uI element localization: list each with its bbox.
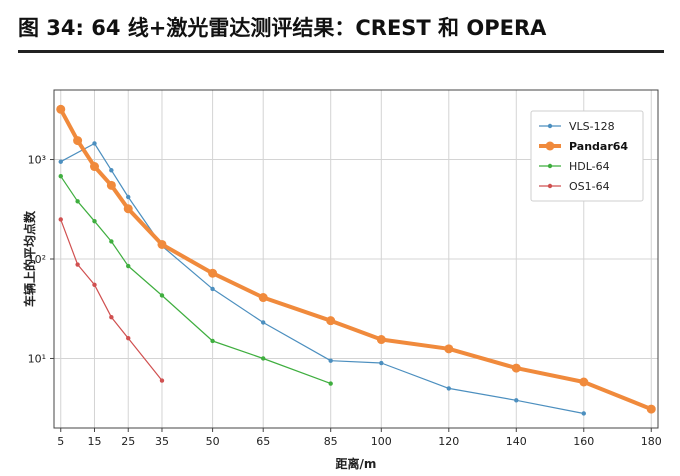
legend-swatch-marker bbox=[545, 141, 555, 151]
data-point bbox=[58, 217, 63, 222]
data-point bbox=[159, 378, 165, 383]
series-group bbox=[56, 104, 656, 416]
legend-label: Pandar64 bbox=[569, 140, 628, 153]
data-point bbox=[159, 293, 165, 298]
data-point bbox=[579, 377, 589, 387]
data-point bbox=[328, 381, 333, 386]
legend-swatch-marker bbox=[547, 163, 553, 169]
x-tick-label: 65 bbox=[256, 435, 270, 448]
x-tick-label: 100 bbox=[371, 435, 392, 448]
data-point bbox=[73, 136, 83, 146]
x-tick-label: 5 bbox=[57, 435, 64, 448]
x-tick-label: 50 bbox=[206, 435, 220, 448]
data-point bbox=[58, 159, 63, 164]
data-point bbox=[89, 162, 99, 172]
data-point bbox=[92, 141, 97, 146]
data-point bbox=[92, 282, 97, 288]
x-tick-label: 85 bbox=[324, 435, 338, 448]
data-point bbox=[75, 262, 80, 267]
data-point bbox=[109, 239, 114, 244]
x-tick-label: 160 bbox=[573, 435, 594, 448]
data-point bbox=[328, 358, 333, 363]
legend-swatch-marker bbox=[547, 123, 553, 129]
data-point bbox=[581, 411, 586, 416]
data-point bbox=[514, 398, 519, 403]
x-tick-label: 25 bbox=[121, 435, 135, 448]
legend-entry: HDL-64 bbox=[539, 160, 610, 173]
data-point bbox=[208, 268, 218, 278]
x-axis-label: 距离/m bbox=[336, 456, 377, 471]
data-point bbox=[56, 104, 66, 114]
series-line bbox=[60, 175, 331, 385]
data-point bbox=[157, 239, 167, 249]
x-tick-label: 140 bbox=[506, 435, 527, 448]
data-point bbox=[376, 335, 386, 345]
x-tick-label: 35 bbox=[155, 435, 169, 448]
data-point bbox=[258, 293, 268, 303]
title-divider bbox=[18, 50, 664, 53]
x-axis-ticks: 5 15 25 35 50 65 85 100 120 140 160 180 bbox=[57, 428, 662, 448]
data-point bbox=[123, 204, 133, 214]
legend-label: OS1-64 bbox=[569, 180, 610, 193]
x-tick-label: 15 bbox=[87, 435, 101, 448]
data-point bbox=[126, 194, 131, 200]
data-point bbox=[261, 356, 266, 361]
legend-label: HDL-64 bbox=[569, 160, 610, 173]
y-tick-label: 10² bbox=[28, 253, 46, 266]
data-point bbox=[210, 286, 215, 292]
y-tick-label: 10¹ bbox=[28, 352, 46, 365]
x-tick-label: 180 bbox=[641, 435, 662, 448]
legend-entry: Pandar64 bbox=[539, 140, 628, 153]
y-tick-label: 10³ bbox=[28, 154, 46, 167]
legend-entry: VLS-128 bbox=[539, 120, 615, 133]
data-point bbox=[646, 404, 656, 414]
legend-label: VLS-128 bbox=[569, 120, 615, 133]
figure-title: 图 34: 64 线+激光雷达测评结果：CREST 和 OPERA bbox=[18, 16, 547, 40]
data-point bbox=[58, 173, 63, 179]
data-point bbox=[379, 360, 384, 366]
legend-swatch-marker bbox=[547, 183, 553, 189]
data-point bbox=[326, 316, 336, 326]
data-point bbox=[75, 199, 80, 204]
series-pandar64 bbox=[56, 104, 656, 414]
data-point bbox=[444, 344, 454, 354]
series-line bbox=[60, 219, 163, 381]
x-tick-label: 120 bbox=[438, 435, 459, 448]
data-point bbox=[126, 263, 131, 269]
legend-box bbox=[530, 110, 644, 202]
data-point bbox=[109, 314, 114, 320]
data-point bbox=[109, 168, 114, 173]
data-point bbox=[210, 338, 215, 344]
data-point bbox=[106, 180, 116, 190]
data-point bbox=[261, 320, 266, 325]
series-vls-128 bbox=[58, 141, 586, 416]
data-point bbox=[126, 335, 131, 341]
series-os1-64 bbox=[58, 217, 165, 383]
y-axis-label: 车辆上的平均点数 bbox=[22, 210, 37, 307]
data-point bbox=[92, 218, 97, 224]
data-point bbox=[511, 363, 521, 373]
series-hdl-64 bbox=[58, 173, 333, 386]
y-axis-ticks: 10¹ 10² 10³ bbox=[28, 154, 54, 365]
legend: VLS-128 Pandar64 HDL-64 OS1-64 bbox=[530, 110, 644, 202]
data-point bbox=[446, 386, 451, 391]
legend-entry: OS1-64 bbox=[539, 180, 610, 193]
series-line bbox=[60, 142, 584, 415]
